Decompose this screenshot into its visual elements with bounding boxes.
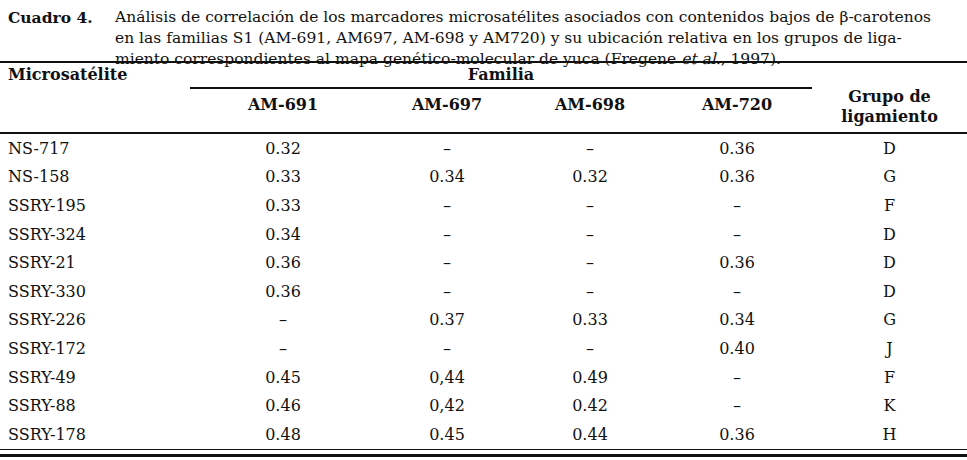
caption-line2: en las familias S1 (AM-691, AM697, AM-69… — [115, 29, 902, 47]
correlation-cell: – — [662, 277, 812, 306]
correlation-cell: 0.32 — [518, 163, 662, 192]
correlation-cell: 0,44 — [376, 363, 518, 392]
table-row: SSRY-1780.480.450.440.36H — [0, 420, 967, 449]
linkage-group-cell: J — [812, 334, 967, 363]
column-header-microsatelite: Microsatélite — [0, 62, 190, 133]
linkage-group-cell: K — [812, 391, 967, 420]
column-header-am691: AM-691 — [190, 88, 376, 133]
correlation-cell: 0.45 — [376, 420, 518, 449]
correlation-cell: 0.34 — [190, 220, 376, 249]
correlation-cell: 0.36 — [190, 277, 376, 306]
caption-label: Cuadro 4. — [8, 7, 115, 28]
table-row: SSRY-172–––0.40J — [0, 334, 967, 363]
marker-cell: SSRY-172 — [0, 334, 190, 363]
correlation-cell: – — [376, 248, 518, 277]
correlation-cell: 0.33 — [190, 191, 376, 220]
marker-cell: NS-717 — [0, 133, 190, 163]
group-header-line1: Grupo de — [848, 87, 931, 106]
correlation-cell: – — [518, 191, 662, 220]
table-row: SSRY-3300.36–––D — [0, 277, 967, 306]
caption-line3-post: , 1997). — [721, 50, 781, 68]
correlation-cell: 0.33 — [518, 306, 662, 335]
correlation-cell: 0,42 — [376, 391, 518, 420]
caption-line1: Análisis de correlación de los marcadore… — [115, 8, 931, 26]
column-header-am698: AM-698 — [518, 88, 662, 133]
linkage-group-cell: G — [812, 306, 967, 335]
column-header-am697: AM-697 — [376, 88, 518, 133]
correlation-cell: – — [376, 220, 518, 249]
correlation-cell: – — [190, 306, 376, 335]
marker-cell: NS-158 — [0, 163, 190, 192]
table-row: NS-1580.330.340.320.36G — [0, 163, 967, 192]
linkage-group-cell: F — [812, 191, 967, 220]
correlation-cell: 0.42 — [518, 391, 662, 420]
correlation-cell: 0.44 — [518, 420, 662, 449]
correlation-cell: – — [518, 248, 662, 277]
marker-cell: SSRY-21 — [0, 248, 190, 277]
caption-text: Análisis de correlación de los marcadore… — [115, 7, 959, 70]
correlation-cell: 0.36 — [662, 420, 812, 449]
marker-cell: SSRY-49 — [0, 363, 190, 392]
marker-cell: SSRY-330 — [0, 277, 190, 306]
marker-cell: SSRY-324 — [0, 220, 190, 249]
column-header-grupo-ligamiento: Grupo de ligamiento — [812, 62, 967, 133]
correlation-cell: – — [190, 334, 376, 363]
correlation-cell: 0.36 — [662, 133, 812, 163]
correlation-cell: 0.36 — [662, 163, 812, 192]
correlation-cell: 0.33 — [190, 163, 376, 192]
correlation-cell: – — [376, 277, 518, 306]
correlation-cell: 0.40 — [662, 334, 812, 363]
linkage-group-cell: H — [812, 420, 967, 449]
linkage-group-cell: D — [812, 248, 967, 277]
table-row: SSRY-1950.33–––F — [0, 191, 967, 220]
caption-line3-pre: miento correspondientes al mapa genético… — [115, 50, 681, 68]
correlation-cell: – — [376, 133, 518, 163]
table-header: Microsatélite Familia Grupo de ligamient… — [0, 62, 967, 133]
correlation-cell: – — [662, 391, 812, 420]
bottom-rule — [0, 454, 967, 457]
group-header-line2: ligamiento — [841, 107, 938, 126]
table-row: SSRY-226–0.370.330.34G — [0, 306, 967, 335]
correlation-cell: 0.49 — [518, 363, 662, 392]
correlation-cell: 0.36 — [662, 248, 812, 277]
column-header-am720: AM-720 — [662, 88, 812, 133]
table-row: NS-7170.32––0.36D — [0, 133, 967, 163]
correlation-cell: 0.45 — [190, 363, 376, 392]
correlation-cell: 0.36 — [190, 248, 376, 277]
correlation-cell: – — [662, 220, 812, 249]
table-row: SSRY-880.460,420.42–K — [0, 391, 967, 420]
table-row: SSRY-210.36––0.36D — [0, 248, 967, 277]
table-row: SSRY-490.450,440.49–F — [0, 363, 967, 392]
linkage-group-cell: D — [812, 220, 967, 249]
marker-cell: SSRY-226 — [0, 306, 190, 335]
correlation-cell: 0.32 — [190, 133, 376, 163]
marker-cell: SSRY-195 — [0, 191, 190, 220]
correlation-cell: – — [376, 334, 518, 363]
linkage-group-cell: G — [812, 163, 967, 192]
correlation-cell: – — [518, 220, 662, 249]
table-body: NS-7170.32––0.36DNS-1580.330.340.320.36G… — [0, 133, 967, 449]
correlation-cell: – — [518, 133, 662, 163]
table-caption: Cuadro 4. Análisis de correlación de los… — [0, 0, 967, 61]
correlation-cell: 0.34 — [376, 163, 518, 192]
table-row: SSRY-3240.34–––D — [0, 220, 967, 249]
correlation-cell: – — [662, 191, 812, 220]
marker-cell: SSRY-88 — [0, 391, 190, 420]
paper-table-page: Cuadro 4. Análisis de correlación de los… — [0, 0, 967, 460]
caption-etal: et al. — [681, 50, 720, 68]
correlation-cell: 0.46 — [190, 391, 376, 420]
marker-cell: SSRY-178 — [0, 420, 190, 449]
linkage-group-cell: D — [812, 133, 967, 163]
correlation-cell: – — [376, 191, 518, 220]
correlation-cell: 0.34 — [662, 306, 812, 335]
linkage-group-cell: D — [812, 277, 967, 306]
correlation-cell: – — [662, 363, 812, 392]
correlation-cell: 0.48 — [190, 420, 376, 449]
correlation-table: Microsatélite Familia Grupo de ligamient… — [0, 61, 967, 450]
correlation-cell: – — [518, 334, 662, 363]
correlation-cell: 0.37 — [376, 306, 518, 335]
correlation-cell: – — [518, 277, 662, 306]
linkage-group-cell: F — [812, 363, 967, 392]
